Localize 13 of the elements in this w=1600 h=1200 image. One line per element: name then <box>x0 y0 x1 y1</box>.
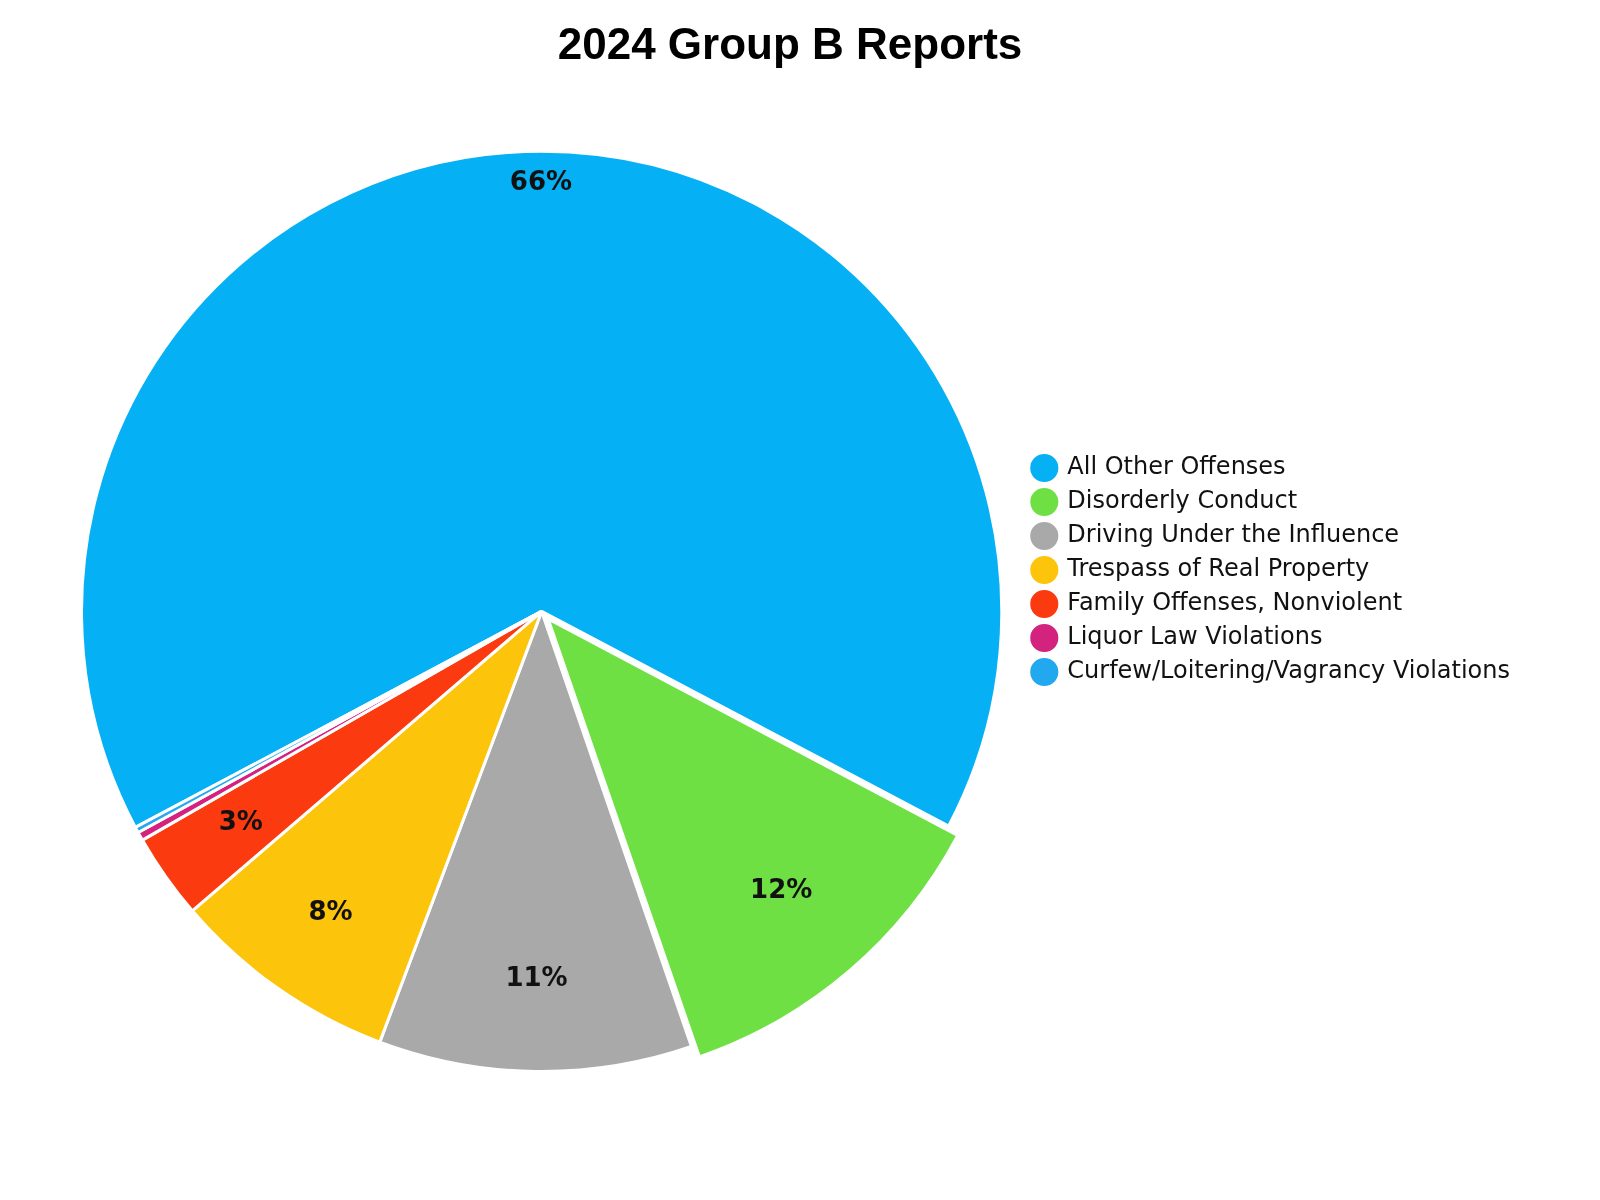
legend-label: All Other Offenses <box>1067 452 1286 481</box>
data-label: 3% <box>218 806 263 837</box>
chart-title: 2024 Group B Reports <box>557 18 1023 68</box>
data-label: 66% <box>509 166 573 197</box>
data-label: 12% <box>750 873 813 904</box>
legend-label: Curfew/Loitering/Vagrancy Violations <box>1067 656 1511 685</box>
data-label: 11% <box>505 962 568 993</box>
legend-label: Liquor Law Violations <box>1067 622 1323 651</box>
legend-label: Family Offenses, Nonviolent <box>1067 588 1403 617</box>
legend-label: Trespass of Real Property <box>1066 554 1370 583</box>
legend-label: Driving Under the Influence <box>1067 520 1400 549</box>
legend-label: Disorderly Conduct <box>1067 486 1298 515</box>
data-label: 8% <box>308 895 353 926</box>
